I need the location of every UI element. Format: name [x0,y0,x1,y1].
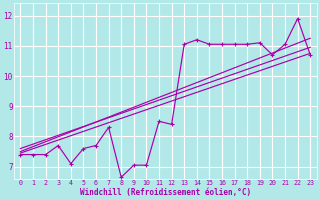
X-axis label: Windchill (Refroidissement éolien,°C): Windchill (Refroidissement éolien,°C) [80,188,251,197]
